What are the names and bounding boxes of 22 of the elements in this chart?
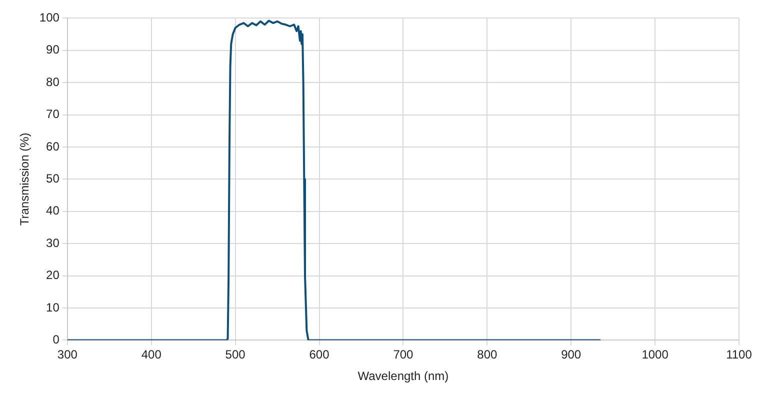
y-tick-label: 70 bbox=[46, 107, 60, 122]
y-tick-label: 20 bbox=[46, 268, 60, 282]
x-tick-label: 800 bbox=[477, 348, 498, 362]
x-tick-label: 300 bbox=[57, 348, 78, 362]
x-axis-title: Wavelength (nm) bbox=[358, 369, 449, 384]
x-tick-label: 400 bbox=[141, 348, 162, 362]
y-tick-label: 50 bbox=[46, 172, 60, 186]
x-tick-label: 600 bbox=[309, 348, 330, 362]
y-axis-title: Transmission (%) bbox=[18, 132, 32, 226]
y-tick-label: 10 bbox=[46, 300, 60, 314]
x-tick-label: 1000 bbox=[642, 348, 669, 362]
x-tick-label: 500 bbox=[225, 348, 246, 362]
x-tick-label: 1100 bbox=[726, 348, 752, 362]
y-tick-label: 30 bbox=[46, 236, 60, 250]
x-tick-label: 700 bbox=[393, 348, 414, 362]
y-tick-label: 90 bbox=[46, 42, 60, 57]
y-tick-label: 40 bbox=[46, 204, 60, 218]
x-tick-label: 900 bbox=[561, 348, 582, 362]
y-tick-label: 60 bbox=[46, 139, 60, 154]
y-tick-label: 0 bbox=[52, 332, 60, 347]
y-tick-label: 100 bbox=[39, 10, 60, 25]
y-tick-label: 80 bbox=[46, 74, 60, 89]
